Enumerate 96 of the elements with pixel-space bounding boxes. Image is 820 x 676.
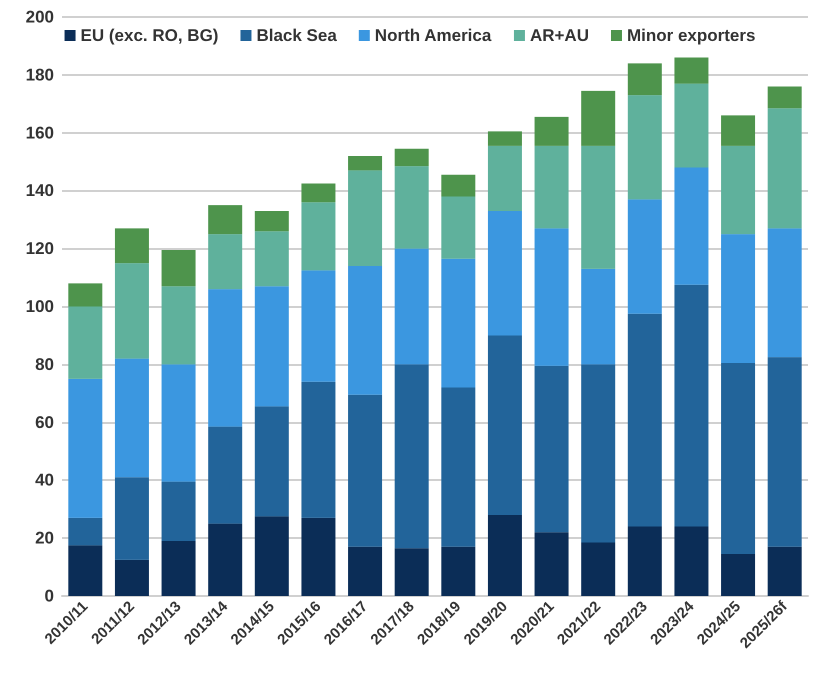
y-tick-label: 20	[35, 528, 54, 548]
bar	[488, 210, 522, 336]
bar	[348, 156, 382, 170]
y-tick-label: 100	[26, 297, 54, 316]
bar	[534, 532, 569, 596]
y-tick-label: 120	[26, 239, 54, 258]
bar	[674, 526, 708, 596]
bar	[628, 95, 662, 200]
bar	[581, 364, 616, 542]
bar	[394, 166, 429, 249]
bar	[628, 63, 662, 96]
legend-label: AR+AU	[530, 26, 589, 45]
bar	[628, 199, 662, 314]
bar	[162, 540, 196, 596]
bar	[394, 548, 429, 596]
bar	[68, 518, 102, 546]
bar	[114, 228, 149, 264]
bar	[208, 426, 242, 524]
bar	[208, 524, 242, 596]
bar	[721, 362, 756, 554]
bar	[114, 477, 149, 560]
bar	[581, 146, 616, 269]
bar	[68, 378, 102, 518]
bar	[254, 406, 289, 516]
bar	[768, 228, 802, 358]
bar	[488, 131, 522, 146]
bar	[254, 210, 289, 232]
bar	[394, 248, 429, 364]
bar	[348, 394, 382, 547]
y-tick-label: 180	[26, 65, 54, 84]
bar	[254, 231, 289, 286]
bar	[114, 358, 149, 478]
bar	[301, 183, 336, 202]
y-tick-label: 40	[35, 470, 54, 490]
bar	[721, 234, 756, 363]
legend-label: Minor exporters	[626, 26, 756, 45]
bar	[301, 382, 336, 518]
y-tick-label: 80	[35, 354, 54, 374]
y-tick-label: 60	[35, 412, 54, 432]
bar	[208, 234, 242, 290]
bar	[394, 148, 429, 166]
bar	[581, 268, 616, 364]
bar	[348, 266, 382, 395]
bar	[721, 146, 756, 234]
bar	[674, 84, 708, 168]
bar	[581, 90, 616, 146]
bar	[628, 314, 662, 527]
bar	[674, 168, 708, 285]
bar	[208, 205, 242, 234]
bar	[254, 286, 289, 406]
bar	[348, 170, 382, 266]
bar	[768, 86, 802, 108]
legend-label: North America	[374, 26, 492, 45]
legend-label: EU (exc. RO, BG)	[80, 26, 218, 45]
bar	[441, 388, 476, 547]
bar	[254, 516, 289, 596]
bar	[534, 146, 569, 228]
bar	[441, 258, 476, 388]
y-tick-label: 160	[26, 123, 54, 142]
bar	[534, 366, 569, 532]
bar	[394, 364, 429, 548]
bar	[488, 514, 522, 596]
bar	[441, 546, 476, 596]
bar	[301, 270, 336, 382]
bar	[162, 250, 196, 286]
bar	[441, 174, 476, 196]
bar	[162, 286, 196, 364]
bar	[488, 146, 522, 211]
bar	[674, 58, 708, 84]
bar	[114, 263, 149, 359]
bar	[301, 518, 336, 596]
bar	[348, 546, 382, 596]
bar	[768, 108, 802, 228]
bar	[68, 306, 102, 379]
bar	[301, 202, 336, 270]
bar	[768, 546, 802, 596]
bar	[208, 289, 242, 427]
bar	[674, 284, 708, 527]
bar	[162, 482, 196, 541]
bar	[68, 545, 102, 596]
bar	[534, 228, 569, 366]
bar	[162, 364, 196, 482]
bar	[534, 116, 569, 146]
bar	[441, 196, 476, 259]
bar	[114, 560, 149, 596]
y-tick-label: 0	[44, 586, 54, 606]
bar	[581, 542, 616, 596]
y-tick-label: 140	[26, 181, 54, 200]
bar	[68, 283, 102, 306]
legend-label: Black Sea	[256, 26, 338, 45]
bar	[721, 554, 756, 596]
bar	[768, 357, 802, 547]
bar	[721, 115, 756, 146]
y-tick-label: 200	[26, 8, 54, 26]
bar	[488, 335, 522, 515]
bar	[628, 526, 662, 596]
